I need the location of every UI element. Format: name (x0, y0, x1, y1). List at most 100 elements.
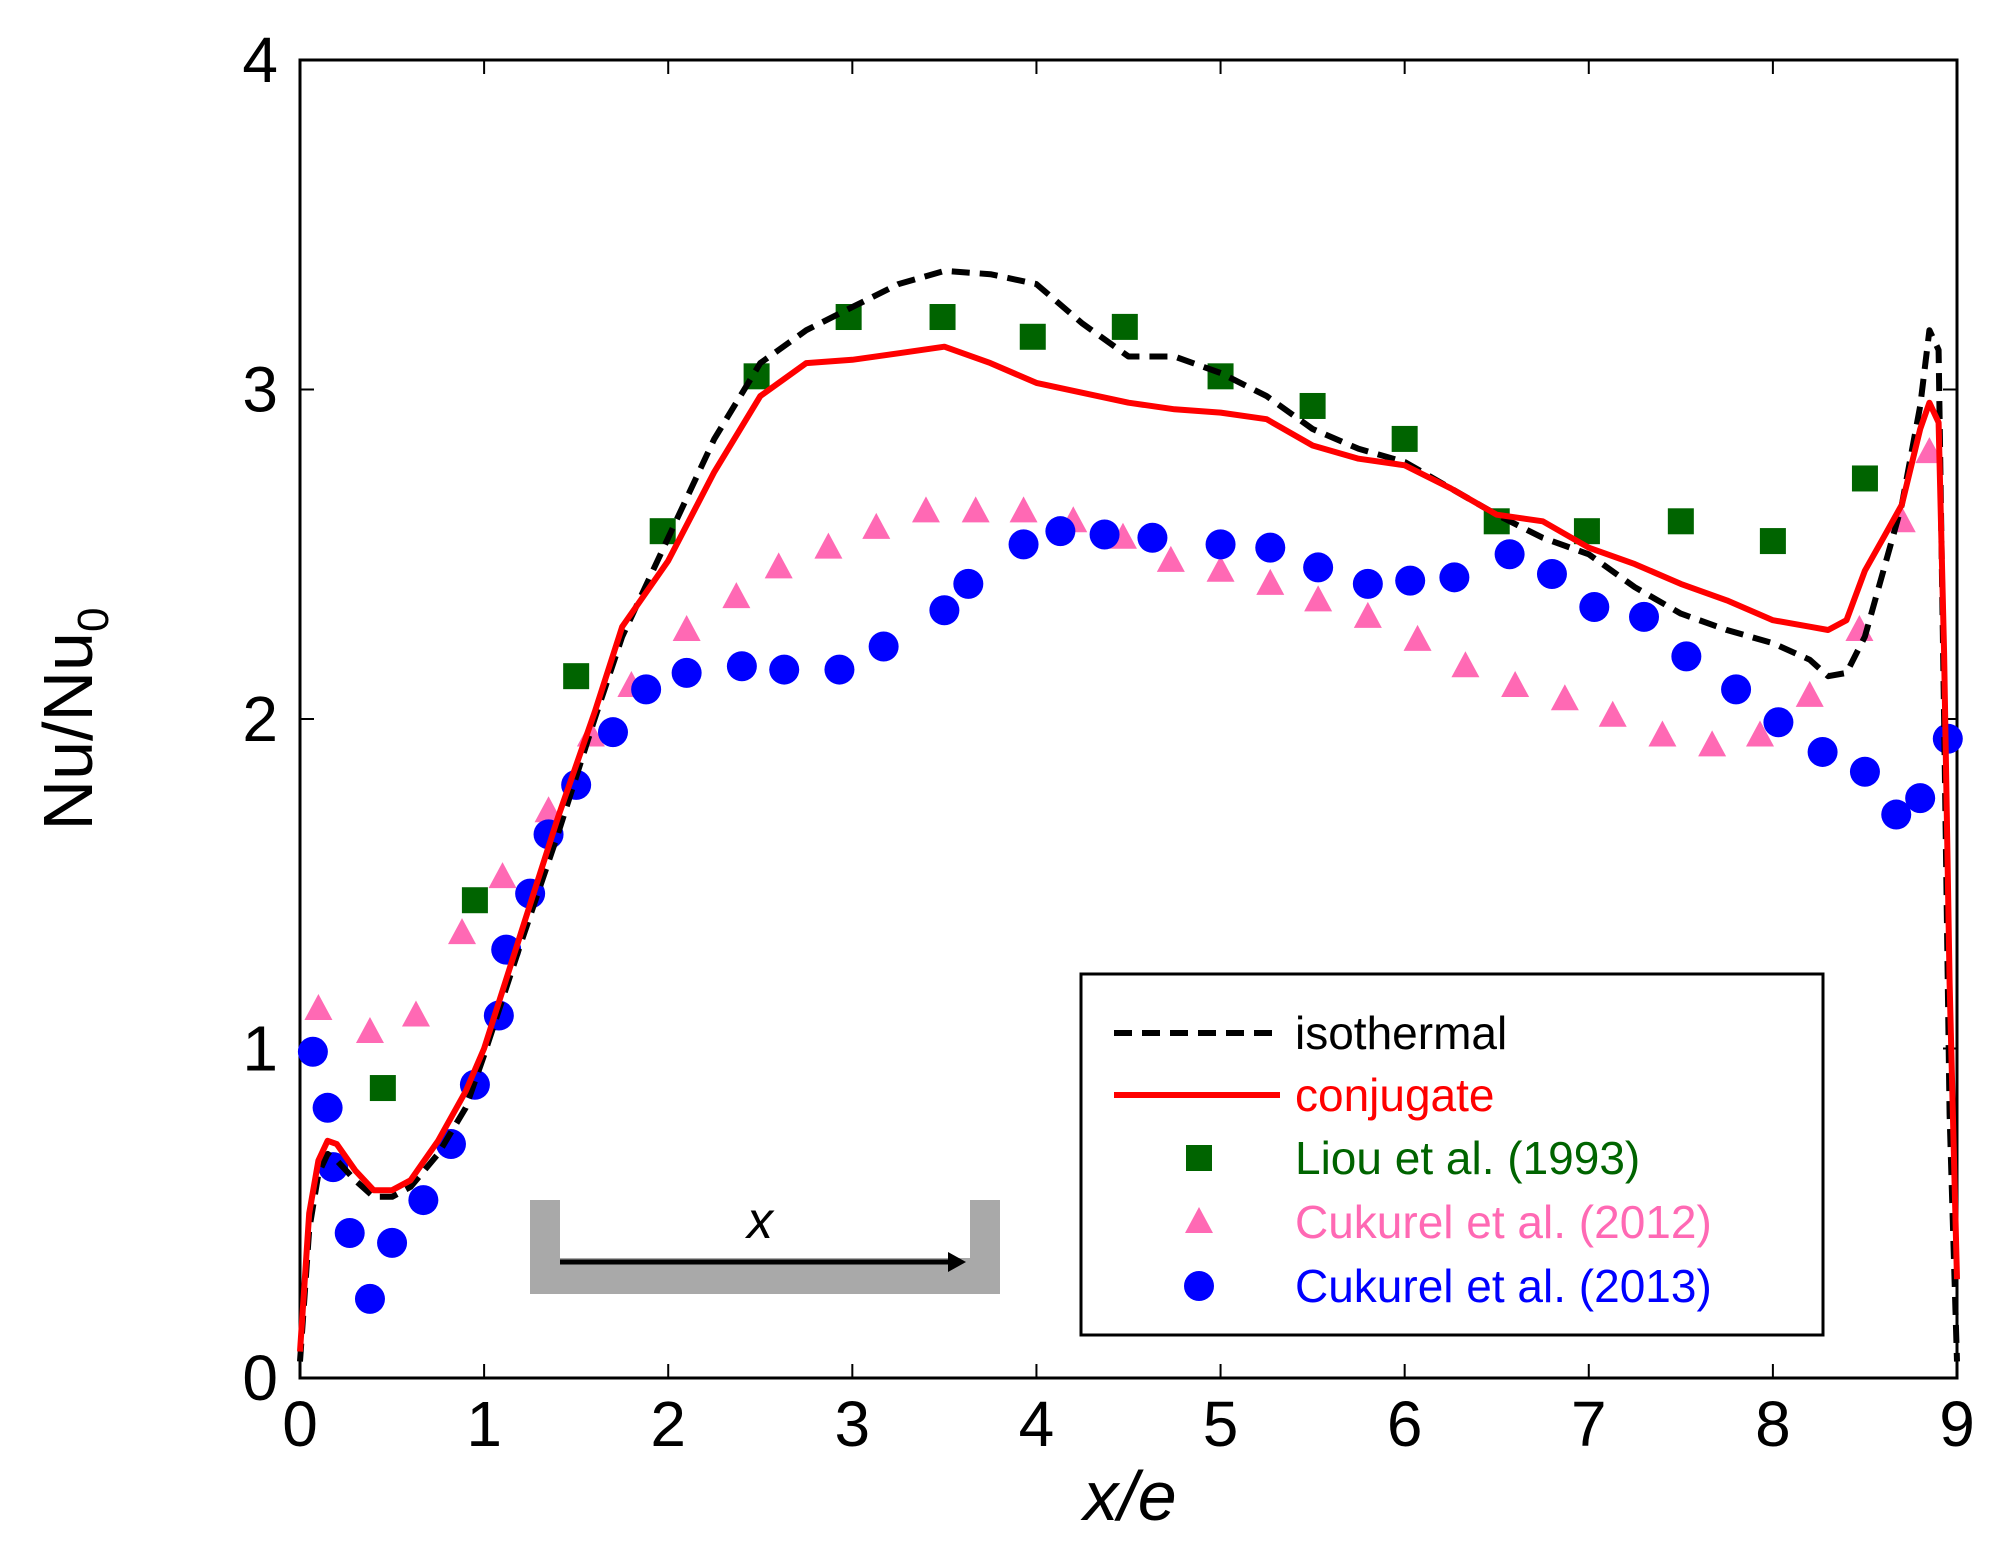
data-point-cukurel-et-al-2013 (408, 1185, 439, 1216)
data-point-cukurel-et-al-2012 (1698, 730, 1727, 757)
y-axis-tick-labels: 0 1 2 3 4 (242, 24, 278, 1414)
data-point-cukurel-et-al-2012 (1206, 555, 1235, 582)
data-point-cukurel-et-al-2012 (1915, 437, 1944, 464)
data-point-cukurel-et-al-2013 (1849, 756, 1880, 787)
data-point-cukurel-et-al-2013 (1671, 641, 1702, 672)
data-point-cukurel-et-al-2013 (312, 1092, 343, 1123)
series-line-isothermal (297, 267, 1960, 1362)
data-point-cukurel-et-al-2012 (961, 496, 990, 523)
inset-left-rib (530, 1200, 560, 1260)
svg-text:Nu/Nu0: Nu/Nu0 (29, 608, 118, 831)
y-tick-label: 0 (242, 1342, 278, 1414)
data-point-cukurel-et-al-2012 (722, 582, 751, 609)
data-point-cukurel-et-al-2013 (1137, 522, 1168, 553)
data-point-liou-et-al-1993 (1019, 323, 1046, 350)
data-point-cukurel-et-al-2013 (1395, 565, 1426, 596)
data-point-cukurel-et-al-2012 (814, 532, 843, 559)
data-point-cukurel-et-al-2012 (1451, 651, 1480, 678)
x-tick-label: 5 (1203, 1388, 1239, 1460)
data-point-liou-et-al-1993 (461, 887, 488, 914)
data-point-cukurel-et-al-2013 (824, 654, 855, 685)
data-point-cukurel-et-al-2013 (1303, 552, 1334, 583)
data-point-cukurel-et-al-2013 (1439, 562, 1470, 593)
data-point-cukurel-et-al-2012 (672, 615, 701, 642)
data-point-liou-et-al-1993 (1667, 508, 1694, 535)
y-tick-label: 3 (242, 354, 278, 426)
data-point-cukurel-et-al-2012 (1403, 624, 1432, 651)
data-point-cukurel-et-al-2013 (868, 631, 899, 662)
data-point-cukurel-et-al-2013 (1881, 799, 1912, 830)
legend-item-liou-et-al-1993: Liou et al. (1993) (1186, 1132, 1640, 1184)
y-tick-label: 1 (242, 1013, 278, 1085)
x-tick-label: 8 (1755, 1388, 1791, 1460)
data-point-cukurel-et-al-2012 (1795, 680, 1824, 707)
data-point-cukurel-et-al-2013 (354, 1283, 385, 1314)
data-point-liou-et-al-1993 (1851, 465, 1878, 492)
data-point-cukurel-et-al-2013 (1045, 516, 1076, 547)
legend-label: Liou et al. (1993) (1295, 1132, 1640, 1184)
data-point-liou-et-al-1993 (1759, 528, 1786, 555)
data-point-cukurel-et-al-2013 (631, 674, 662, 705)
data-point-cukurel-et-al-2013 (1255, 532, 1286, 563)
data-point-cukurel-et-al-2013 (1008, 529, 1039, 560)
data-point-cukurel-et-al-2013 (953, 568, 984, 599)
data-point-cukurel-et-al-2012 (1256, 568, 1285, 595)
inset-x-label: x (744, 1192, 775, 1250)
data-point-cukurel-et-al-2012 (1009, 496, 1038, 523)
data-point-liou-et-al-1993 (1111, 313, 1138, 340)
data-point-cukurel-et-al-2012 (1746, 720, 1775, 747)
x-tick-label: 6 (1387, 1388, 1423, 1460)
data-point-cukurel-et-al-2013 (1536, 559, 1567, 590)
data-point-cukurel-et-al-2013 (1807, 736, 1838, 767)
legend-label: isothermal (1295, 1007, 1507, 1059)
data-point-cukurel-et-al-2012 (488, 862, 517, 889)
x-tick-label: 2 (650, 1388, 686, 1460)
data-point-cukurel-et-al-2013 (1629, 601, 1660, 632)
data-point-cukurel-et-al-2012 (862, 512, 891, 539)
inset-arrow-head (948, 1252, 966, 1272)
x-tick-label: 9 (1939, 1388, 1975, 1460)
x-tick-label: 0 (282, 1388, 318, 1460)
data-point-cukurel-et-al-2013 (297, 1036, 328, 1067)
x-axis-tick-labels: 0 1 2 3 4 5 6 7 8 9 (282, 1388, 1975, 1460)
data-point-cukurel-et-al-2013 (334, 1218, 365, 1249)
legend-item-cukurel-et-al-2012: Cukurel et al. (2012) (1185, 1196, 1712, 1248)
legend-swatch-marker (1184, 1271, 1214, 1301)
data-point-cukurel-et-al-2013 (1494, 539, 1525, 570)
y-axis-title-main: Nu/Nu (29, 632, 107, 830)
x-tick-label: 4 (1019, 1388, 1055, 1460)
legend-item-isothermal: isothermal (1114, 1007, 1507, 1059)
x-tick-label: 7 (1571, 1388, 1607, 1460)
data-point-cukurel-et-al-2012 (1156, 545, 1185, 572)
data-point-cukurel-et-al-2013 (769, 654, 800, 685)
legend-item-cukurel-et-al-2013: Cukurel et al. (2013) (1184, 1260, 1712, 1312)
data-point-cukurel-et-al-2012 (764, 552, 793, 579)
legend: isothermal conjugate Liou et al. (1993) Cuk… (1079, 972, 1825, 1337)
data-point-cukurel-et-al-2012 (1304, 585, 1333, 612)
data-point-cukurel-et-al-2013 (1905, 783, 1936, 814)
rib-schematic-inset: x (530, 1192, 1000, 1294)
data-point-cukurel-et-al-2013 (929, 595, 960, 626)
inset-right-rib (970, 1200, 1000, 1260)
legend-label: Cukurel et al. (2012) (1295, 1196, 1712, 1248)
y-axis-title-subscript: 0 (69, 608, 118, 632)
x-tick-label: 1 (466, 1388, 502, 1460)
y-tick-label: 2 (242, 683, 278, 755)
data-point-cukurel-et-al-2012 (304, 993, 333, 1020)
x-tick-label: 3 (835, 1388, 871, 1460)
series-isothermal (297, 267, 1960, 1362)
data-point-cukurel-et-al-2012 (1550, 684, 1579, 711)
legend-label: conjugate (1295, 1069, 1495, 1121)
x-axis-title: x/e (1080, 1457, 1176, 1535)
data-point-cukurel-et-al-2013 (1763, 707, 1794, 738)
data-point-cukurel-et-al-2012 (1648, 720, 1677, 747)
legend-label: Cukurel et al. (2013) (1295, 1260, 1712, 1312)
data-point-cukurel-et-al-2013 (726, 651, 757, 682)
legend-item-conjugate: conjugate (1114, 1069, 1495, 1121)
data-point-cukurel-et-al-2013 (597, 717, 628, 748)
legend-swatch-marker (1186, 1145, 1212, 1171)
series-conjugate (297, 343, 1960, 1352)
data-point-liou-et-al-1993 (1299, 392, 1326, 419)
data-point-cukurel-et-al-2013 (1579, 591, 1610, 622)
